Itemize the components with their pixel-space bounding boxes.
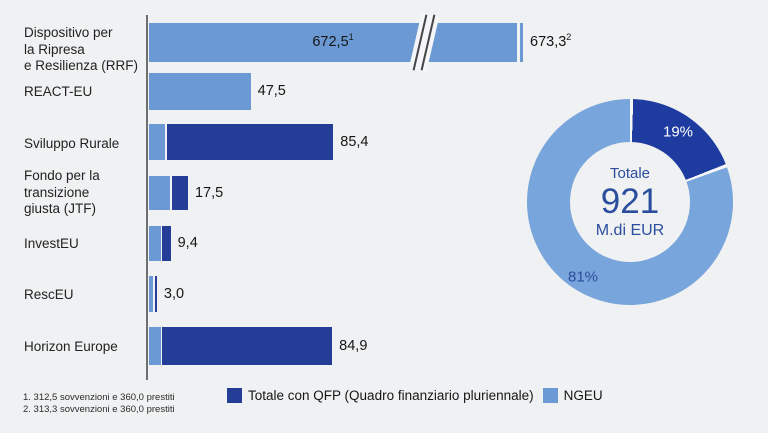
donut-total-unit: M.di EUR <box>595 221 665 239</box>
bar-value-label: 85,4 <box>340 134 369 150</box>
bar-row <box>149 226 171 261</box>
legend: Totale con QFP (Quadro finanziario pluri… <box>227 388 603 403</box>
bar-value-label: 3,0 <box>163 286 185 302</box>
bar-category-label: InvestEU <box>24 236 146 253</box>
legend-swatch-qfp <box>227 388 242 403</box>
bar-value-label: 673,32 <box>530 32 572 50</box>
bar-ngeu-segment <box>149 226 161 261</box>
bar-label-line: Dispositivo per <box>24 25 113 40</box>
bar-label-line: giusta (JTF) <box>24 201 97 216</box>
bar-category-label: Horizon Europe <box>24 339 146 356</box>
axis-break-icon <box>408 12 440 73</box>
bar-label-line: Fondo per la <box>24 168 100 183</box>
bar-qfp-segment <box>166 124 334 160</box>
rrf-bar-continuation <box>520 23 523 62</box>
bar-label-line: REACT-EU <box>24 84 93 99</box>
bar-label-line: transizione <box>24 184 90 200</box>
bar-value-label: 84,9 <box>339 338 368 354</box>
bar-qfp-segment <box>162 226 171 261</box>
legend-label-ngeu: NGEU <box>563 388 603 403</box>
footnote-1: 1. 312,5 sovvenzioni e 360,0 prestiti <box>23 392 175 403</box>
bar-row <box>149 327 333 365</box>
bar-label-line: Horizon Europe <box>24 339 118 354</box>
bar-qfp-segment <box>154 276 157 312</box>
bar-value-label: 9,4 <box>177 235 198 251</box>
bar-ngeu-segment <box>149 327 161 365</box>
footnote-superscript: 2 <box>566 32 572 43</box>
bar-value-label: 672,51 <box>312 32 354 50</box>
bar-row <box>149 176 188 210</box>
bar-category-label: RescEU <box>24 287 146 304</box>
bar-value-label: 47,5 <box>257 83 286 99</box>
bar-row <box>149 23 517 62</box>
bar-label-line: InvestEU <box>24 236 79 251</box>
bar-ngeu-segment <box>149 23 517 62</box>
bar-ngeu-segment <box>149 176 171 210</box>
legend-label-qfp: Totale con QFP (Quadro finanziario pluri… <box>248 388 534 403</box>
bar-category-label: REACT-EU <box>24 84 146 101</box>
bar-ngeu-segment <box>149 124 166 160</box>
bar-row <box>149 124 334 160</box>
donut-pct-label-qfp: 19% <box>662 123 694 141</box>
bar-category-label: Dispositivo per la Ripresa e Resilienza (R… <box>24 25 146 75</box>
bar-row <box>149 73 251 110</box>
bar-qfp-segment <box>162 327 333 365</box>
bar-label-line: RescEU <box>24 287 74 302</box>
donut-total-value: 921 <box>600 181 660 221</box>
footnotes: 1. 312,5 sovvenzioni e 360,0 prestiti 2.… <box>23 392 175 415</box>
bar-label-line: la Ripresa <box>24 41 85 57</box>
bar-qfp-segment <box>171 176 188 210</box>
donut-total-label: Totale <box>609 164 651 182</box>
donut-hole: Totale 921 M.di EUR <box>570 142 690 262</box>
bar-row <box>149 276 157 312</box>
legend-swatch-ngeu <box>542 388 558 403</box>
bar-category-label: Fondo per la transizione giusta (JTF) <box>24 168 146 218</box>
footnote-superscript: 1 <box>348 32 354 43</box>
y-axis-line <box>146 15 148 380</box>
donut-pct-label-ngeu: 81% <box>567 268 599 286</box>
bar-ngeu-segment <box>149 73 251 110</box>
bar-label-line: e Resilienza (RRF) <box>24 58 139 73</box>
footnote-2: 2. 313,3 sovvenzioni e 360,0 prestiti <box>23 403 175 415</box>
bar-label-line: Sviluppo Rurale <box>24 136 120 151</box>
donut-chart: Totale 921 M.di EUR 19% 81% <box>527 99 733 305</box>
bar-ngeu-segment <box>149 276 154 312</box>
bar-value-label: 17,5 <box>194 185 224 201</box>
bar-category-label: Sviluppo Rurale <box>24 136 146 153</box>
